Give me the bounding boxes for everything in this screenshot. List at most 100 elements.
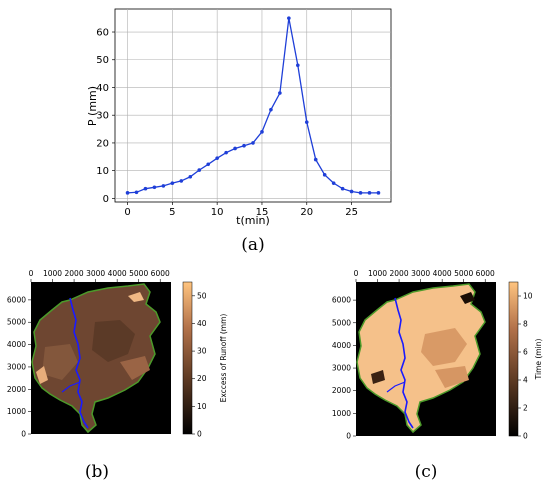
river-branch [61, 381, 81, 393]
y-tick-label: 2000 [332, 386, 351, 395]
data-point [233, 146, 237, 151]
data-point [125, 191, 130, 195]
y-tick-label: 5000 [7, 318, 26, 327]
colorbar-tick-label: 0 [523, 432, 528, 441]
colorbar-tick-label: 30 [197, 347, 207, 356]
y-tick-label: 30 [96, 111, 109, 122]
subfigure-label-a: (a) [241, 235, 265, 255]
y-tick-label: 0 [346, 432, 351, 441]
x-tick-label: 10 [211, 207, 224, 218]
colorbar-tick-label: 10 [197, 402, 207, 411]
x-tick-label: 5000 [129, 269, 148, 278]
colorbar-tick-label: 4 [523, 376, 528, 385]
river [69, 297, 89, 429]
y-tick-label: 60 [96, 28, 109, 39]
data-point [367, 191, 372, 195]
data-point [161, 184, 166, 188]
y-tick-label: 50 [96, 55, 109, 66]
x-tick-label: 1000 [368, 269, 387, 278]
colorbar-tick-label: 40 [197, 319, 207, 328]
data-point [349, 189, 354, 194]
x-tick-label: 25 [345, 207, 358, 218]
subfigure-label-b: (b) [84, 462, 110, 482]
data-point [206, 162, 210, 167]
x-tick-label: 6000 [476, 269, 495, 278]
x-tick-label: 20 [300, 207, 313, 218]
data-point [331, 181, 336, 185]
data-point [215, 156, 219, 160]
x-axis-label: t(min) [236, 214, 270, 227]
river-branch [386, 381, 406, 393]
data-point [197, 168, 202, 172]
colorbar-tick-label: 20 [197, 374, 207, 383]
y-tick-label: 5000 [332, 318, 351, 327]
colorbar-label: Exccess of Runoff (mm) [219, 314, 228, 403]
y-tick-label: 40 [96, 83, 109, 94]
colorbar-label: Time (min) [534, 339, 543, 381]
x-tick-label: 3000 [86, 269, 105, 278]
river [394, 297, 414, 429]
y-tick-label: 2000 [7, 385, 26, 394]
data-point [143, 186, 148, 191]
x-tick-label: 15 [256, 207, 269, 218]
x-tick-label: 2000 [390, 269, 409, 278]
data-point [278, 91, 282, 95]
data-point [376, 191, 381, 195]
y-tick-label: 0 [103, 194, 109, 205]
x-tick-label: 5000 [454, 269, 473, 278]
y-tick-label: 10 [96, 166, 109, 177]
runoff-map-b: 0 1000 2000 3000 4000 5000 6000010002000300040… [7, 269, 228, 439]
time-patch-mid-2 [435, 366, 469, 388]
x-tick-label: 0 [124, 207, 130, 218]
y-tick-label: 4000 [7, 340, 26, 349]
time-patch-dark [460, 292, 475, 304]
watershed-boundary [31, 283, 161, 434]
time-patch-dark-2 [371, 370, 385, 384]
x-tick-label: 0 [29, 269, 34, 278]
data-point [170, 181, 175, 185]
y-tick-label: 6000 [332, 296, 351, 305]
x-tick-label: 4000 [433, 269, 452, 278]
y-tick-label: 1000 [332, 409, 351, 418]
data-point [269, 107, 273, 112]
y-tick-label: 3000 [7, 362, 26, 371]
colorbar [182, 281, 193, 435]
x-tick-label: 6000 [151, 269, 170, 278]
data-point [242, 143, 246, 148]
data-point [358, 191, 363, 195]
data-point [134, 190, 139, 195]
y-tick-label: 0 [21, 430, 26, 439]
runoff-patch-light [120, 356, 150, 380]
time-patch-mid [421, 328, 467, 366]
y-tick-label: 3000 [332, 364, 351, 373]
x-tick-label: 3000 [411, 269, 430, 278]
time-map-c: 0 1000 2000 3000 4000 5000 6000010002000300040… [332, 269, 543, 441]
data-point [152, 185, 157, 190]
y-tick-label: 1000 [7, 407, 26, 416]
y-tick-label: 20 [96, 138, 109, 149]
colorbar-tick-label: 6 [523, 348, 528, 357]
runoff-patch-dark [92, 320, 135, 362]
colorbar-tick-label: 50 [197, 291, 207, 300]
data-point [322, 173, 327, 177]
data-point [296, 63, 300, 68]
data-point [188, 174, 193, 179]
plot-area [114, 8, 392, 203]
data-point [287, 16, 291, 20]
data-point [340, 186, 345, 191]
watershed-boundary [356, 283, 486, 434]
x-tick-label: 0 [354, 269, 359, 278]
data-point [224, 150, 228, 155]
colorbar-tick-label: 8 [523, 320, 528, 329]
colorbar-tick-label: 0 [197, 430, 202, 439]
y-tick-label: 4000 [332, 341, 351, 350]
x-tick-label: 4000 [108, 269, 127, 278]
x-tick-label: 5 [169, 207, 175, 218]
x-tick-label: 1000 [43, 269, 62, 278]
runoff-patch-highlight-2 [36, 366, 48, 384]
data-point [260, 130, 264, 134]
data-point [251, 141, 255, 145]
colorbar-tick-label: 2 [523, 404, 528, 413]
colorbar-tick-label: 10 [523, 292, 533, 301]
data-point [179, 179, 184, 183]
